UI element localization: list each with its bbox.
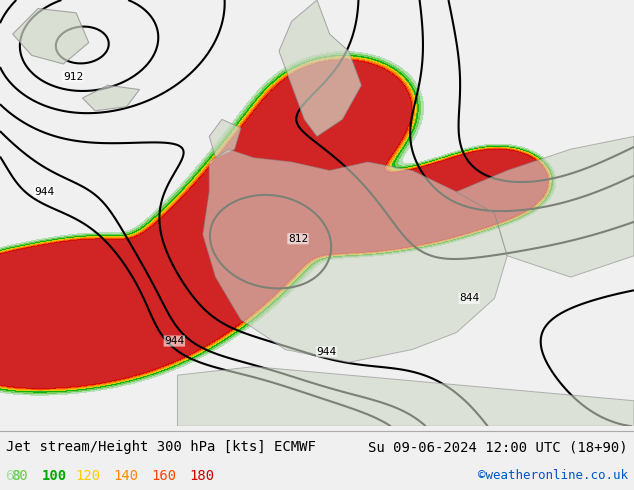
Text: 944: 944 [34, 187, 55, 197]
Text: Jet stream/Height 300 hPa [kts] ECMWF: Jet stream/Height 300 hPa [kts] ECMWF [6, 441, 316, 454]
Text: Su 09-06-2024 12:00 UTC (18+90): Su 09-06-2024 12:00 UTC (18+90) [368, 441, 628, 454]
Text: 180: 180 [190, 469, 215, 483]
Text: 120: 120 [75, 469, 101, 483]
PathPatch shape [456, 136, 634, 277]
PathPatch shape [203, 149, 507, 363]
Text: 812: 812 [288, 234, 308, 244]
Text: 140: 140 [113, 469, 139, 483]
Text: ©weatheronline.co.uk: ©weatheronline.co.uk [477, 469, 628, 483]
Text: 100: 100 [42, 469, 67, 483]
PathPatch shape [209, 120, 241, 158]
Text: 60: 60 [5, 469, 22, 483]
PathPatch shape [82, 85, 139, 111]
PathPatch shape [13, 8, 89, 64]
PathPatch shape [279, 0, 361, 136]
Text: 844: 844 [459, 294, 479, 303]
PathPatch shape [178, 367, 634, 426]
Text: 912: 912 [63, 72, 83, 82]
Text: 944: 944 [164, 336, 184, 346]
Text: 944: 944 [316, 347, 337, 357]
Text: 160: 160 [152, 469, 177, 483]
Text: 80: 80 [11, 469, 28, 483]
